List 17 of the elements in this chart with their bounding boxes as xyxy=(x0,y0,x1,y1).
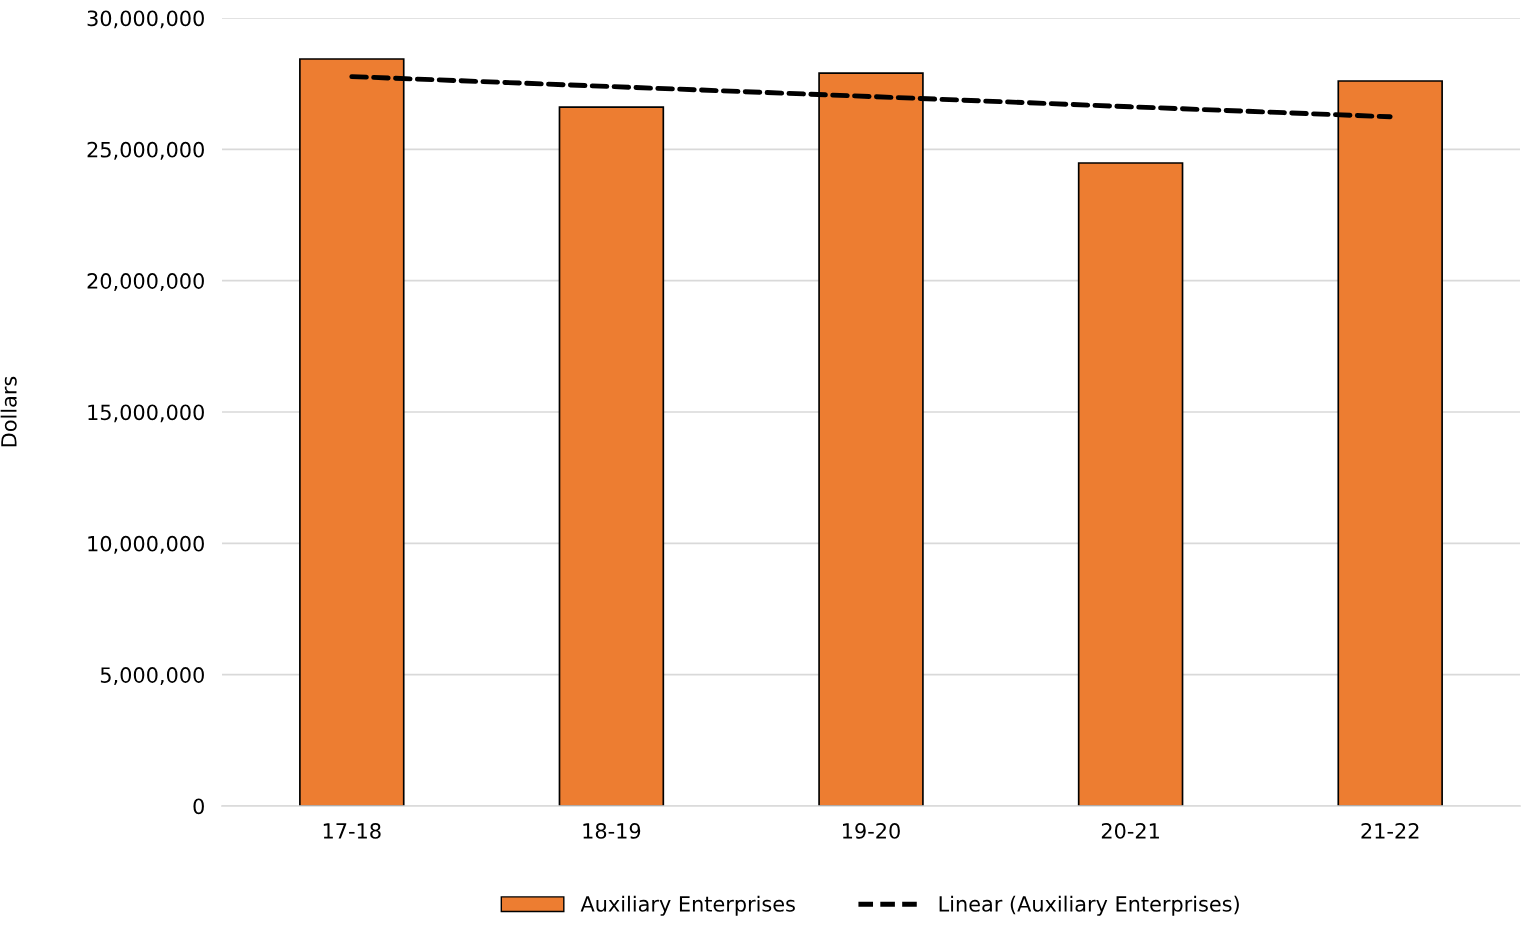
legend-label: Auxiliary Enterprises xyxy=(580,895,795,916)
y-tick-label: 25,000,000 xyxy=(87,141,204,160)
y-tick-label: 10,000,000 xyxy=(88,535,204,554)
y-tick-label: 30,000,000 xyxy=(87,10,204,29)
y-tick-label: 15,000,000 xyxy=(88,404,204,423)
x-tick-label: 20-21 xyxy=(1101,823,1159,839)
x-tick-label: 21-22 xyxy=(1361,823,1419,839)
x-tick-label: 17-18 xyxy=(323,823,381,839)
bar xyxy=(1077,162,1184,806)
x-tick-label: 18-19 xyxy=(583,823,641,839)
y-tick-label: 0 xyxy=(193,798,204,815)
x-tick-label: 19-20 xyxy=(843,823,900,839)
bar xyxy=(558,106,665,806)
y-tick-label: 20,000,000 xyxy=(87,273,204,291)
legend-label: Linear (Auxiliary Enterprises) xyxy=(939,895,1239,916)
y-axis-title: Dollars xyxy=(0,376,17,447)
y-tick-label: 5,000,000 xyxy=(100,667,204,685)
